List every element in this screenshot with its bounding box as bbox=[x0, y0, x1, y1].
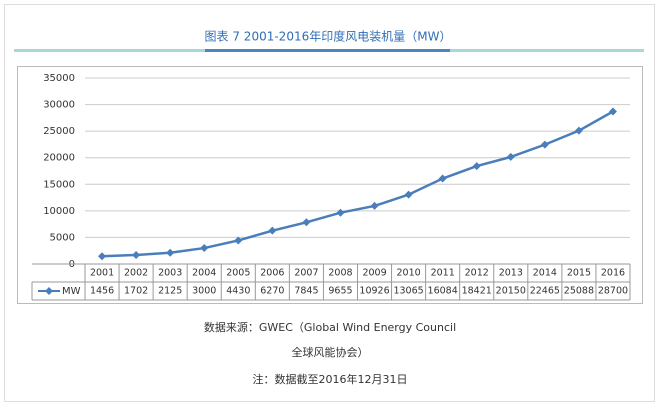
table-value: 7845 bbox=[294, 286, 318, 297]
table-value: 4430 bbox=[226, 286, 250, 297]
table-value: 10926 bbox=[359, 286, 389, 297]
data-point bbox=[336, 208, 345, 217]
y-tick-label: 20000 bbox=[43, 153, 75, 164]
x-tick-label: 2008 bbox=[328, 268, 352, 279]
legend-label: MW bbox=[62, 286, 81, 297]
x-tick-label: 2006 bbox=[260, 268, 284, 279]
x-tick-label: 2007 bbox=[294, 268, 318, 279]
table-value: 3000 bbox=[192, 286, 216, 297]
x-tick-label: 2010 bbox=[397, 268, 421, 279]
y-tick-label: 30000 bbox=[43, 100, 75, 111]
table-value: 2125 bbox=[158, 286, 182, 297]
y-tick-label: 10000 bbox=[43, 206, 75, 217]
data-point bbox=[404, 190, 413, 199]
table-value: 28700 bbox=[598, 286, 628, 297]
table-value: 9655 bbox=[328, 286, 352, 297]
data-point bbox=[370, 201, 379, 210]
data-point bbox=[200, 244, 209, 253]
table-value: 13065 bbox=[393, 286, 423, 297]
x-tick-label: 2012 bbox=[465, 268, 489, 279]
data-line bbox=[101, 110, 614, 258]
legend-marker bbox=[45, 287, 53, 295]
x-tick-label: 2016 bbox=[601, 268, 625, 279]
data-point bbox=[506, 152, 515, 161]
note: 注：数据截至2016年12月31日 bbox=[253, 372, 408, 386]
y-tick-label: 25000 bbox=[43, 126, 75, 137]
x-tick-label: 2004 bbox=[192, 268, 216, 279]
x-tick-label: 2003 bbox=[158, 268, 182, 279]
data-point bbox=[268, 226, 277, 235]
x-tick-label: 2001 bbox=[90, 268, 114, 279]
divider-accent bbox=[205, 49, 450, 52]
y-tick-label: 15000 bbox=[43, 179, 75, 190]
note: 全球风能协会） bbox=[292, 345, 369, 359]
data-point bbox=[438, 174, 447, 183]
x-tick-label: 2005 bbox=[226, 268, 250, 279]
x-tick-label: 2013 bbox=[499, 268, 523, 279]
x-tick-label: 2014 bbox=[533, 268, 557, 279]
data-point bbox=[574, 126, 583, 135]
table-value: 1702 bbox=[124, 286, 148, 297]
table-value: 16084 bbox=[428, 286, 458, 297]
table-value: 18421 bbox=[462, 286, 492, 297]
x-tick-label: 2009 bbox=[362, 268, 386, 279]
data-point bbox=[132, 250, 141, 259]
table-value: 20150 bbox=[496, 286, 526, 297]
frame bbox=[4, 4, 655, 402]
data-point bbox=[540, 140, 549, 149]
data-point bbox=[234, 236, 243, 245]
table-value: 25088 bbox=[564, 286, 594, 297]
x-tick-label: 2011 bbox=[431, 268, 455, 279]
data-point bbox=[472, 162, 481, 171]
note: 数据来源：GWEC（Global Wind Energy Council bbox=[204, 320, 456, 334]
data-point bbox=[98, 252, 107, 261]
x-tick-label: 2015 bbox=[567, 268, 591, 279]
x-tick-label: 2002 bbox=[124, 268, 148, 279]
table-value: 1456 bbox=[90, 286, 114, 297]
data-point bbox=[166, 248, 175, 257]
chart-title: 图表 7 2001-2016年印度风电装机量（MW） bbox=[205, 29, 452, 44]
y-tick-label: 35000 bbox=[43, 73, 75, 84]
table-value: 22465 bbox=[530, 286, 560, 297]
y-tick-label: 5000 bbox=[50, 232, 75, 243]
data-point bbox=[608, 107, 617, 116]
table-value: 6270 bbox=[260, 286, 284, 297]
data-point bbox=[302, 218, 311, 227]
